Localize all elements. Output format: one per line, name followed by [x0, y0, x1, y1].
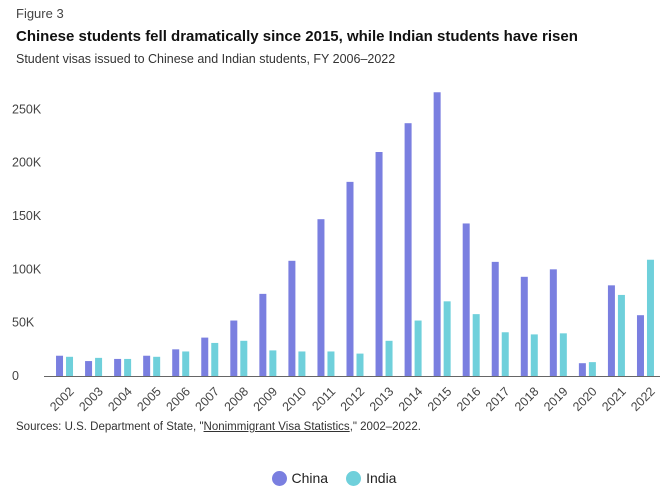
bar-china-2018	[520, 276, 528, 376]
x-tick-label: 2004	[105, 384, 135, 414]
bar-india-2021	[617, 294, 625, 376]
x-tick-label: 2007	[193, 384, 223, 414]
legend-swatch-india	[346, 470, 362, 486]
y-tick-label: 100K	[12, 262, 42, 276]
x-tick-label: 2019	[541, 384, 571, 414]
bar-india-2014	[414, 320, 422, 376]
x-tick-label: 2021	[599, 384, 629, 414]
bar-china-2006	[172, 349, 180, 376]
y-tick-label: 250K	[12, 102, 42, 116]
bar-india-2002	[66, 356, 74, 376]
bar-china-2017	[491, 261, 499, 376]
bar-china-2007	[201, 337, 209, 376]
bar-india-2013	[385, 340, 393, 376]
x-tick-label: 2012	[338, 384, 368, 414]
bar-china-2004	[114, 358, 122, 376]
bar-china-2003	[85, 361, 93, 376]
y-tick-label: 50K	[12, 316, 35, 330]
y-tick-label: 0	[12, 369, 19, 383]
x-tick-label: 2013	[367, 384, 397, 414]
x-tick-label: 2008	[222, 384, 252, 414]
bar-china-2012	[346, 181, 354, 376]
bar-india-2006	[182, 351, 190, 376]
x-tick-label: 2009	[251, 384, 281, 414]
x-tick-label: 2011	[309, 384, 338, 413]
bar-china-2013	[375, 152, 383, 376]
chart-title: Chinese students fell dramatically since…	[16, 28, 578, 45]
bar-india-2020	[588, 362, 596, 376]
bar-india-2010	[298, 351, 306, 376]
bar-india-2011	[327, 351, 335, 376]
x-tick-label: 2015	[425, 384, 455, 414]
x-tick-label: 2010	[280, 384, 310, 414]
bar-china-2022	[636, 315, 644, 376]
source-prefix: Sources: U.S. Department of State, "	[16, 421, 204, 433]
legend-label-india: India	[366, 470, 397, 486]
bar-india-2015	[443, 301, 451, 376]
legend: China India	[0, 470, 668, 486]
bar-china-2019	[549, 269, 557, 376]
bar-india-2005	[153, 356, 161, 376]
bar-india-2003	[95, 357, 103, 376]
legend-item-india: India	[346, 470, 396, 486]
bar-chart: 0 50K 100K 150K 200K 250K 2002 2003 2004 2005 2006…	[12, 92, 660, 414]
x-tick-label: 2017	[483, 384, 513, 414]
bar-india-2017	[501, 332, 509, 376]
bar-china-2011	[317, 219, 325, 376]
bar-china-2021	[607, 285, 615, 376]
bar-china-2020	[578, 363, 586, 376]
bar-china-2016	[462, 223, 470, 376]
legend-label-china: China	[291, 470, 329, 486]
x-tick-label: 2018	[512, 384, 542, 414]
bar-india-2012	[356, 353, 364, 376]
x-tick-label: 2005	[134, 384, 164, 414]
bar-china-2010	[288, 260, 296, 376]
bar-china-2002	[56, 355, 64, 376]
source-note: Sources: U.S. Department of State, "Noni…	[16, 421, 421, 433]
legend-swatch-china	[271, 470, 287, 486]
x-tick-label: 2016	[454, 384, 484, 414]
bar-china-2015	[433, 92, 441, 377]
bar-india-2007	[211, 342, 219, 376]
bar-china-2014	[404, 123, 412, 376]
chart-subtitle: Student visas issued to Chinese and Indi…	[16, 52, 396, 66]
bar-india-2018	[530, 334, 538, 376]
x-tick-label: 2002	[47, 384, 77, 414]
x-tick-label: 2006	[163, 384, 193, 414]
figure-label: Figure 3	[16, 6, 64, 21]
x-tick-label: 2022	[628, 384, 658, 414]
x-tick-label: 2003	[76, 384, 106, 414]
bar-india-2009	[269, 350, 277, 376]
bar-china-2008	[230, 320, 238, 376]
bar-india-2016	[472, 314, 480, 376]
bar-india-2022	[646, 259, 654, 376]
y-tick-label: 150K	[12, 209, 42, 223]
bar-china-2009	[259, 293, 267, 376]
x-tick-label: 2014	[396, 384, 426, 414]
x-tick-label: 2020	[570, 384, 600, 414]
bar-india-2008	[240, 340, 248, 376]
bar-china-2005	[143, 355, 151, 376]
bar-india-2019	[559, 333, 567, 376]
y-tick-label: 200K	[12, 156, 42, 170]
source-suffix: ," 2002–2022.	[349, 421, 421, 433]
legend-item-china: China	[271, 470, 329, 486]
source-link[interactable]: Nonimmigrant Visa Statistics	[203, 421, 350, 433]
bar-india-2004	[124, 358, 132, 376]
